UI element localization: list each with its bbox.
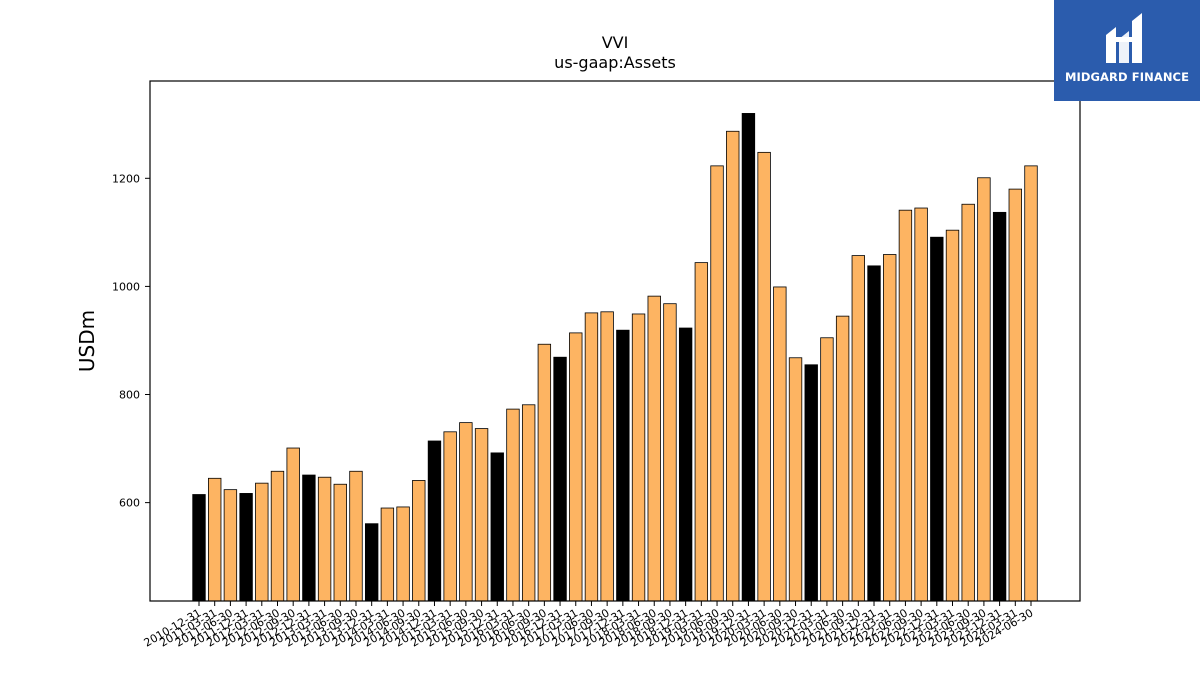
y-tick-label: 800	[119, 389, 140, 402]
bar-2011-12-31	[239, 493, 253, 602]
bar-2024-03-31	[1008, 188, 1022, 602]
bar-2014-09-30	[412, 480, 426, 602]
bar-2020-03-31	[757, 151, 771, 602]
y-tick-label: 1000	[112, 280, 140, 293]
brand-name: MIDGARD FINANCE	[1064, 70, 1190, 84]
bar-2022-09-30	[914, 207, 928, 602]
bar-2010-12-31	[192, 494, 206, 602]
bar-2014-03-31	[380, 507, 395, 602]
plot-frame	[149, 80, 1081, 602]
bar-2018-12-31	[678, 327, 693, 602]
bar-2016-03-31	[506, 408, 520, 602]
brand-logo: MIDGARD FINANCE	[1054, 0, 1200, 101]
bar-2019-09-30	[726, 130, 740, 602]
bar-2017-06-30	[584, 312, 599, 602]
bar-2014-06-30	[396, 506, 410, 602]
bar-2018-09-30	[663, 303, 677, 602]
bar-2015-09-30	[474, 428, 489, 602]
bar-2019-12-31	[741, 113, 756, 602]
bar-2019-06-30	[710, 165, 724, 602]
bar-2012-06-30	[270, 470, 285, 602]
x-axis-ticks: 2010-12-312011-03-312011-06-302011-12-31…	[142, 601, 1036, 650]
midgard-logo-icon	[1106, 13, 1142, 63]
bar-2022-03-31	[883, 254, 897, 602]
bar-2013-06-30	[333, 483, 347, 602]
bar-2017-09-30	[600, 311, 614, 602]
y-tick-label: 600	[119, 497, 140, 510]
bar-2015-06-30	[459, 422, 473, 602]
bar-2019-03-31	[694, 262, 709, 602]
bar-2023-03-31	[945, 229, 960, 602]
bar-2011-06-30	[223, 489, 238, 602]
bar-2021-09-30	[851, 255, 865, 602]
bar-2013-12-31	[364, 523, 379, 602]
chart-subtitle: us-gaap:Assets	[554, 53, 676, 72]
chart-title: VVI	[602, 33, 629, 52]
bar-2020-09-30	[788, 357, 803, 602]
bar-2016-09-30	[537, 343, 552, 602]
bar-2014-12-31	[427, 440, 442, 602]
bar-2022-06-30	[898, 209, 913, 602]
y-tick-label: 1200	[112, 172, 140, 185]
bar-2015-12-31	[490, 452, 504, 602]
bar-2013-09-30	[349, 470, 363, 602]
bar-2023-06-30	[961, 203, 975, 602]
bar-2013-03-31	[317, 476, 332, 602]
y-axis-label: USDm	[75, 310, 99, 372]
bar-2015-03-31	[443, 431, 457, 602]
y-axis-ticks: 600 800 1000 1200	[112, 172, 150, 510]
bar-2012-12-31	[302, 474, 316, 602]
bar-2018-06-30	[647, 295, 661, 602]
bar-2021-12-31	[867, 265, 881, 602]
bar-2017-03-31	[569, 332, 583, 602]
bar-2017-12-31	[616, 329, 630, 602]
bar-2011-03-31	[208, 477, 222, 602]
bar-2023-09-30	[977, 177, 991, 602]
bar-2018-03-31	[631, 313, 646, 602]
bar-2016-06-30	[521, 404, 536, 602]
bar-2023-12-31	[992, 211, 1007, 602]
bar-2012-03-31	[255, 482, 269, 602]
bar-2012-09-30	[286, 447, 300, 602]
bar-2022-12-31	[930, 236, 944, 602]
bar-2020-12-31	[804, 364, 818, 602]
bar-2024-06-30	[1024, 165, 1038, 602]
bars-group	[192, 113, 1038, 602]
bar-2021-06-30	[835, 315, 850, 602]
bar-2020-06-30	[773, 286, 787, 602]
bar-2016-12-31	[553, 356, 567, 602]
bar-2021-03-31	[820, 337, 834, 602]
